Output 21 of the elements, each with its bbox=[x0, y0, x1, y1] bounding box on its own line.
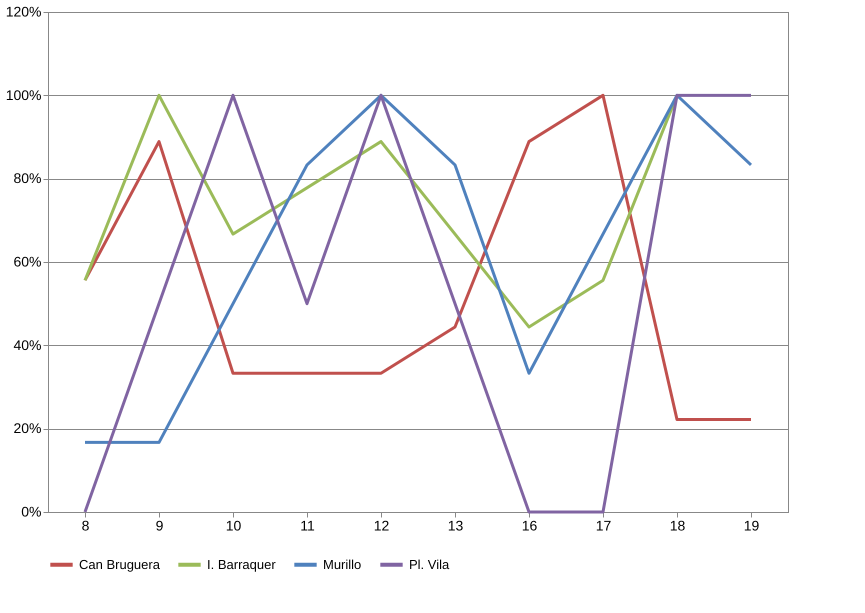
legend-label: Murillo bbox=[323, 556, 362, 572]
x-tick-label: 18 bbox=[670, 518, 686, 534]
legend-label: I. Barraquer bbox=[207, 556, 276, 572]
y-tick-label: 60% bbox=[13, 254, 42, 270]
y-tick-label: 20% bbox=[13, 420, 42, 436]
y-tick-label: 100% bbox=[6, 86, 42, 103]
x-tick-label: 16 bbox=[522, 518, 538, 534]
legend-label: Pl. Vila bbox=[409, 556, 450, 572]
x-tick-label: 19 bbox=[744, 518, 760, 534]
x-tick-label: 8 bbox=[82, 518, 90, 534]
y-tick-label: 40% bbox=[13, 336, 42, 353]
legend-label: Can Bruguera bbox=[79, 556, 161, 572]
x-tick-label: 11 bbox=[300, 518, 315, 534]
y-tick-label: 80% bbox=[13, 170, 42, 186]
x-tick-label: 13 bbox=[448, 518, 464, 534]
y-tick-label: 0% bbox=[21, 504, 42, 520]
x-tick-label: 10 bbox=[226, 518, 242, 534]
x-tick-label: 12 bbox=[374, 518, 390, 534]
x-tick-label: 9 bbox=[156, 518, 164, 534]
y-tick-label: 120% bbox=[6, 4, 42, 20]
x-tick-label: 17 bbox=[596, 518, 612, 534]
